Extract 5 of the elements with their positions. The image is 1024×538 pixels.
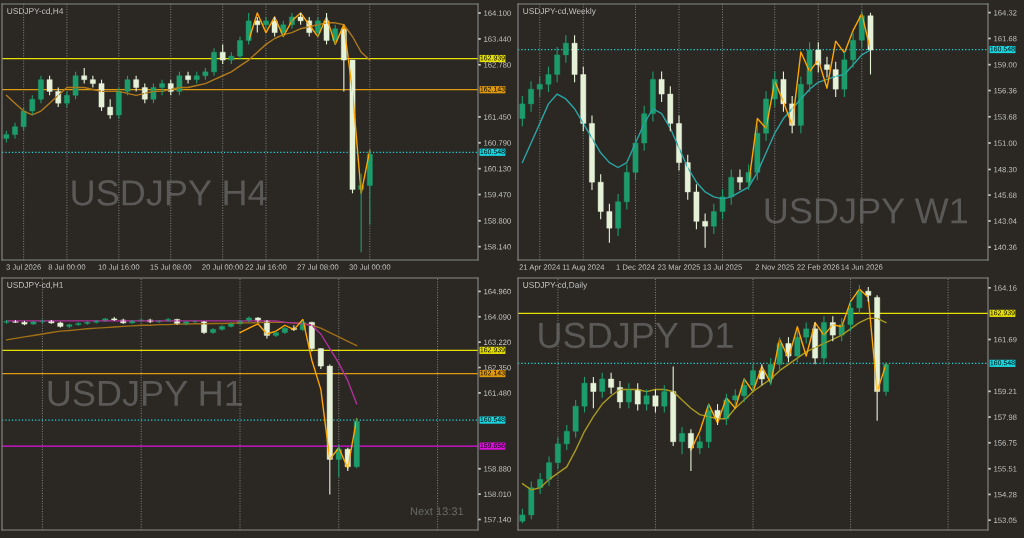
chart-title: USDJPY-cd,Daily: [523, 281, 588, 290]
chart-title: USDJPY-cd,H1: [7, 281, 64, 289]
chart-title: USDJPY-cd,Weekly: [523, 7, 596, 16]
annotation: Next 13:31: [410, 507, 464, 516]
chart-title: USDJPY-cd,H4: [7, 7, 64, 15]
